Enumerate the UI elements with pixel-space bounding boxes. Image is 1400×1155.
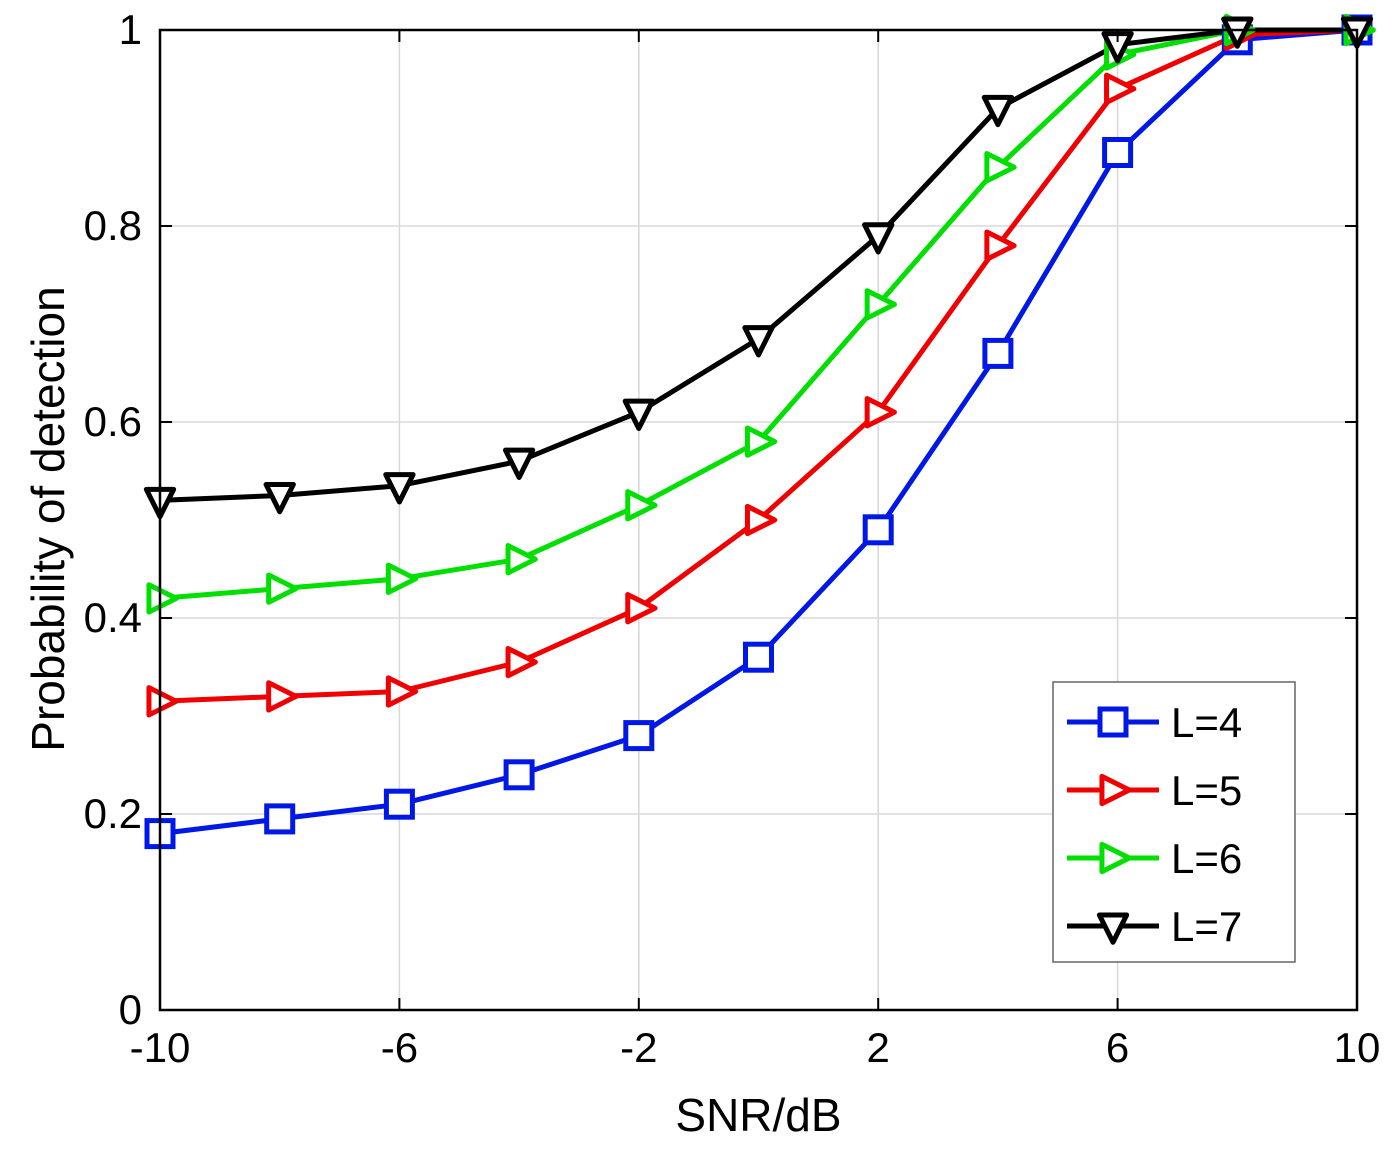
x-tick-label: 2 bbox=[867, 1024, 890, 1071]
marker-l-4 bbox=[623, 720, 655, 752]
marker-l-4 bbox=[1102, 137, 1134, 168]
legend-label: L=6 bbox=[1171, 835, 1242, 882]
x-tick-label: -10 bbox=[130, 1024, 191, 1071]
marker-l-6 bbox=[146, 582, 179, 615]
marker-l-7 bbox=[1221, 16, 1254, 49]
x-tick-label: -6 bbox=[381, 1024, 418, 1071]
marker-l-7 bbox=[742, 325, 775, 358]
marker-l-4 bbox=[862, 514, 894, 546]
marker-l-5 bbox=[146, 685, 179, 718]
marker-l-7 bbox=[502, 447, 536, 480]
y-tick-label: 0.4 bbox=[84, 594, 142, 641]
marker-l-7 bbox=[862, 222, 895, 255]
marker-l-6 bbox=[266, 572, 299, 605]
plot-border bbox=[158, 28, 1359, 1012]
marker-l-4 bbox=[383, 788, 415, 820]
marker-l-7 bbox=[383, 472, 416, 505]
marker-l-5 bbox=[505, 645, 538, 679]
marker-l-5 bbox=[1104, 72, 1137, 105]
y-tick-label: 0.6 bbox=[84, 398, 142, 445]
marker-l-5 bbox=[385, 675, 419, 708]
marker-l-7 bbox=[622, 398, 655, 431]
marker-l-5 bbox=[864, 396, 897, 429]
legend-label: L=4 bbox=[1171, 699, 1242, 746]
marker-l-6 bbox=[744, 425, 778, 458]
x-tick-label: 10 bbox=[1334, 1024, 1381, 1071]
marker-l-7 bbox=[263, 481, 296, 515]
y-axis-title: Probability of detection bbox=[22, 286, 74, 752]
marker-l-4 bbox=[503, 759, 535, 791]
x-axis-title: SNR/dB bbox=[675, 1089, 842, 1141]
marker-l-5 bbox=[625, 592, 658, 625]
legend-marker bbox=[1099, 773, 1132, 807]
x-tick-label: -2 bbox=[620, 1024, 657, 1071]
marker-l-4 bbox=[264, 803, 296, 835]
marker-l-5 bbox=[984, 229, 1017, 262]
legend-label: L=5 bbox=[1171, 767, 1242, 814]
legend-marker bbox=[1097, 706, 1129, 738]
legend-marker bbox=[1099, 841, 1132, 875]
y-tick-label: 0.8 bbox=[84, 202, 142, 249]
legend-marker bbox=[1096, 912, 1130, 945]
marker-l-6 bbox=[984, 151, 1017, 184]
y-tick-label: 0 bbox=[119, 986, 142, 1033]
marker-l-5 bbox=[266, 680, 299, 713]
marker-l-5 bbox=[744, 503, 778, 537]
series-line-l-5 bbox=[159, 27, 1358, 704]
y-tick-label: 0.2 bbox=[84, 790, 142, 837]
series-line-l-7 bbox=[159, 27, 1357, 503]
marker-l-6 bbox=[864, 288, 897, 321]
marker-l-6 bbox=[505, 543, 538, 576]
marker-l-7 bbox=[981, 94, 1015, 128]
marker-l-4 bbox=[743, 641, 774, 673]
marker-l-6 bbox=[625, 489, 658, 522]
marker-l-4 bbox=[982, 337, 1014, 369]
legend-label: L=7 bbox=[1171, 903, 1242, 950]
y-tick-label: 1 bbox=[119, 6, 142, 53]
legend-box bbox=[1052, 681, 1296, 963]
marker-l-6 bbox=[385, 562, 419, 595]
x-tick-label: 6 bbox=[1106, 1024, 1129, 1071]
